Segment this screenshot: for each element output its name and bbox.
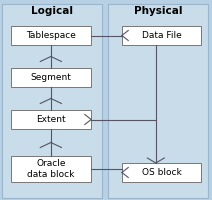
Text: Data File: Data File	[142, 31, 181, 40]
FancyBboxPatch shape	[11, 68, 91, 87]
Text: Tablespace: Tablespace	[26, 31, 76, 40]
FancyBboxPatch shape	[11, 110, 91, 129]
FancyBboxPatch shape	[122, 163, 201, 182]
FancyBboxPatch shape	[11, 26, 91, 45]
Text: OS block: OS block	[142, 168, 181, 177]
Text: Logical: Logical	[31, 6, 73, 16]
Text: Oracle
data block: Oracle data block	[27, 159, 75, 179]
FancyBboxPatch shape	[108, 4, 208, 198]
FancyBboxPatch shape	[2, 4, 102, 198]
FancyBboxPatch shape	[122, 26, 201, 45]
Text: Segment: Segment	[31, 73, 71, 82]
Text: Physical: Physical	[134, 6, 182, 16]
FancyBboxPatch shape	[11, 156, 91, 182]
Text: Extent: Extent	[36, 115, 66, 124]
